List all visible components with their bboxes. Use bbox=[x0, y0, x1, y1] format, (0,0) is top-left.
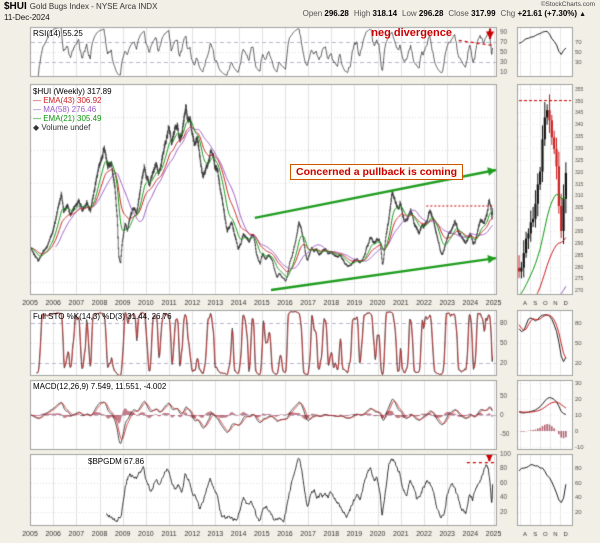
chart-date: 11-Dec-2024 bbox=[4, 13, 50, 22]
quote-line: Open 296.28 High 318.14 Low 296.28 Close 31… bbox=[298, 9, 586, 18]
quote-close-label: Close bbox=[448, 9, 472, 18]
price-legend-item: ◆ Volume undef bbox=[33, 123, 91, 132]
price-legend-item: — MA(58) 276.46 bbox=[33, 105, 97, 114]
rsi-label: RSI(14) 55.25 bbox=[33, 29, 83, 38]
chart-title: Gold Bugs Index - NYSE Arca INDX bbox=[29, 2, 158, 11]
price-legend: $HUI (Weekly) 317.89— EMA(43) 306.92— MA… bbox=[33, 87, 112, 132]
sto-label: Full STO %K(14,3) %D(3) 31.44, 26.76 bbox=[33, 312, 172, 321]
change-up-arrow-icon: ▲ bbox=[579, 11, 586, 18]
quote-open-value: 296.28 bbox=[324, 9, 349, 18]
quote-high-label: High bbox=[353, 9, 373, 18]
quote-high-value: 318.14 bbox=[372, 9, 398, 18]
quote-open-label: Open bbox=[302, 9, 325, 18]
chart-header: $HUI Gold Bugs Index - NYSE Arca INDX bbox=[4, 1, 157, 12]
price-legend-item: — EMA(43) 306.92 bbox=[33, 96, 102, 105]
macd-label: MACD(12,26,9) 7.549, 11.551, -4.002 bbox=[33, 382, 167, 391]
neg-divergence-annotation: neg divergence bbox=[371, 27, 452, 39]
quote-low-label: Low bbox=[402, 9, 419, 18]
quote-chg-label: Chg bbox=[500, 9, 518, 18]
copyright: ©StockCharts.com bbox=[540, 1, 595, 8]
bpgdm-label: $BPGDM 67.86 bbox=[88, 457, 145, 466]
quote-close-value: 317.99 bbox=[471, 9, 496, 18]
pullback-annotation: Concerned a pullback is coming bbox=[290, 164, 464, 180]
quote-low-value: 296.28 bbox=[418, 9, 444, 18]
price-legend-item: $HUI (Weekly) 317.89 bbox=[33, 87, 112, 96]
quote-chg-value: +21.61 (+7.30%) bbox=[517, 9, 578, 18]
price-legend-item: — EMA(21) 305.49 bbox=[33, 114, 102, 123]
symbol: $HUI bbox=[4, 1, 27, 12]
